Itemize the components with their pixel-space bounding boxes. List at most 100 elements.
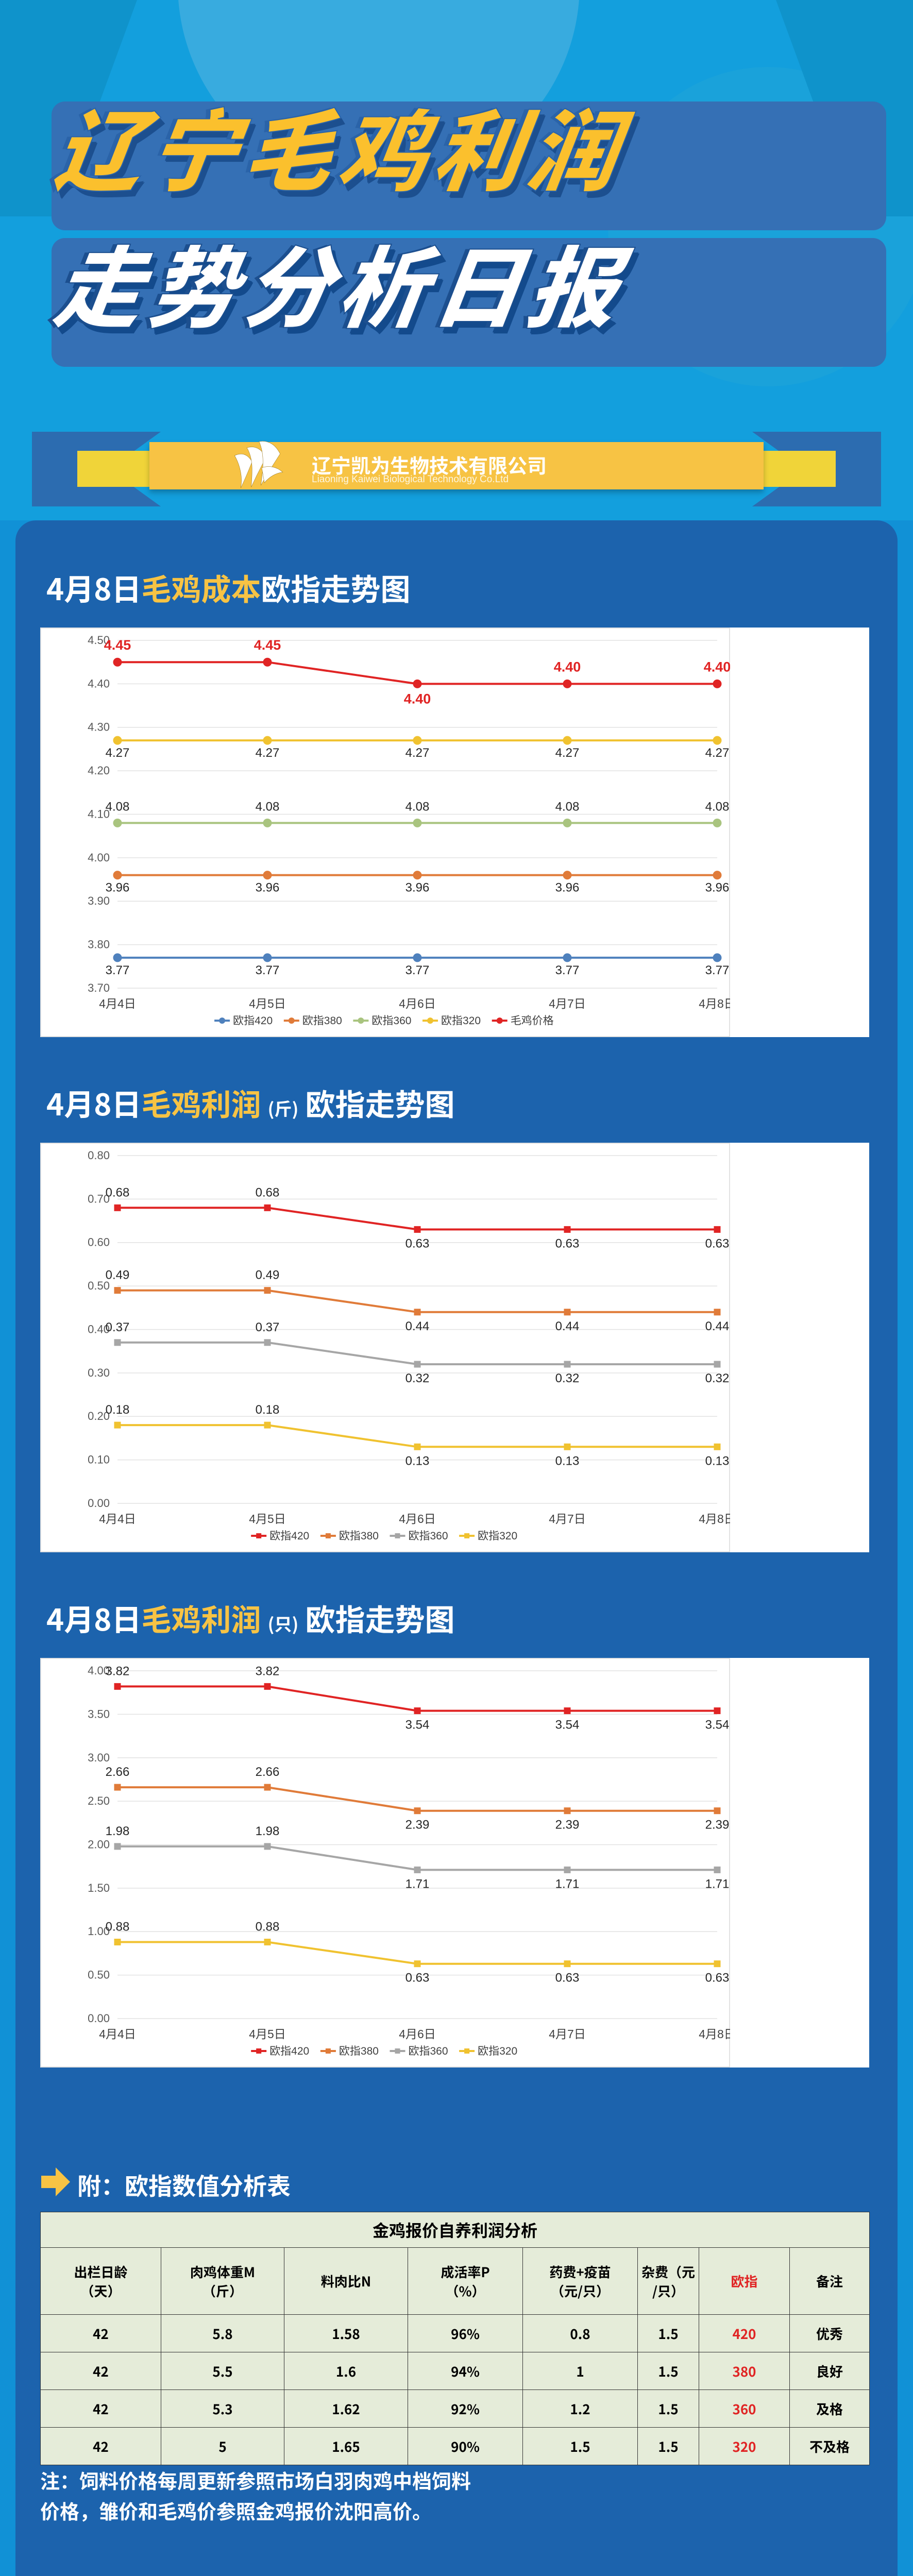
svg-text:欧指360: 欧指360 bbox=[371, 1015, 411, 1027]
svg-text:4.27: 4.27 bbox=[106, 746, 130, 760]
svg-text:0.68: 0.68 bbox=[106, 1185, 130, 1199]
svg-text:2.00: 2.00 bbox=[88, 1838, 110, 1851]
svg-text:0.63: 0.63 bbox=[555, 1971, 580, 1985]
svg-text:0.63: 0.63 bbox=[555, 1236, 580, 1250]
svg-text:2.39: 2.39 bbox=[555, 1818, 580, 1832]
svg-text:4月4日: 4月4日 bbox=[99, 1512, 136, 1526]
svg-text:欧指380: 欧指380 bbox=[339, 1530, 379, 1542]
svg-text:1.98: 1.98 bbox=[106, 1824, 130, 1838]
svg-text:3.96: 3.96 bbox=[555, 881, 580, 895]
svg-text:4.45: 4.45 bbox=[104, 637, 131, 653]
svg-text:3.77: 3.77 bbox=[555, 963, 580, 977]
svg-text:3.77: 3.77 bbox=[256, 963, 280, 977]
svg-text:0.18: 0.18 bbox=[256, 1403, 280, 1417]
svg-text:0.30: 0.30 bbox=[88, 1366, 110, 1379]
svg-text:3.70: 3.70 bbox=[88, 981, 110, 994]
svg-text:0.13: 0.13 bbox=[705, 1454, 730, 1468]
svg-text:3.82: 3.82 bbox=[256, 1664, 280, 1678]
svg-text:0.32: 0.32 bbox=[555, 1371, 580, 1385]
svg-text:0.44: 0.44 bbox=[705, 1319, 730, 1333]
svg-text:欧指320: 欧指320 bbox=[478, 2045, 517, 2057]
svg-text:4月7日: 4月7日 bbox=[549, 1512, 586, 1526]
svg-text:0.44: 0.44 bbox=[555, 1319, 580, 1333]
svg-text:4月5日: 4月5日 bbox=[249, 997, 286, 1010]
svg-text:欧指320: 欧指320 bbox=[441, 1015, 481, 1027]
svg-text:4月8日: 4月8日 bbox=[699, 1512, 730, 1526]
svg-text:欧指380: 欧指380 bbox=[339, 2045, 379, 2057]
svg-text:4月7日: 4月7日 bbox=[549, 997, 586, 1010]
svg-text:0.63: 0.63 bbox=[705, 1236, 730, 1250]
svg-text:3.77: 3.77 bbox=[705, 963, 730, 977]
svg-text:4月4日: 4月4日 bbox=[99, 2027, 136, 2041]
svg-text:0.18: 0.18 bbox=[106, 1403, 130, 1417]
svg-text:4.30: 4.30 bbox=[88, 721, 110, 734]
svg-text:欧指320: 欧指320 bbox=[478, 1530, 517, 1542]
svg-text:毛鸡价格: 毛鸡价格 bbox=[511, 1015, 554, 1027]
svg-text:4.08: 4.08 bbox=[555, 800, 580, 814]
svg-text:4月5日: 4月5日 bbox=[249, 2027, 286, 2041]
svg-text:3.50: 3.50 bbox=[88, 1707, 110, 1720]
svg-text:欧指420: 欧指420 bbox=[269, 2045, 309, 2057]
svg-text:3.54: 3.54 bbox=[705, 1718, 730, 1732]
svg-text:0.63: 0.63 bbox=[405, 1971, 430, 1985]
svg-text:4.27: 4.27 bbox=[405, 746, 430, 760]
svg-text:欧指360: 欧指360 bbox=[409, 1530, 448, 1542]
svg-text:1.71: 1.71 bbox=[555, 1877, 580, 1891]
svg-text:4.27: 4.27 bbox=[555, 746, 580, 760]
svg-text:4月8日: 4月8日 bbox=[699, 2027, 730, 2041]
svg-text:3.77: 3.77 bbox=[106, 963, 130, 977]
svg-text:4.08: 4.08 bbox=[106, 800, 130, 814]
svg-text:2.66: 2.66 bbox=[106, 1765, 130, 1779]
svg-text:3.82: 3.82 bbox=[106, 1664, 130, 1678]
svg-text:0.49: 0.49 bbox=[106, 1268, 130, 1282]
svg-text:0.63: 0.63 bbox=[405, 1236, 430, 1250]
svg-text:3.96: 3.96 bbox=[256, 881, 280, 895]
svg-text:0.88: 0.88 bbox=[256, 1920, 280, 1934]
svg-text:2.50: 2.50 bbox=[88, 1794, 110, 1807]
svg-text:欧指420: 欧指420 bbox=[269, 1530, 309, 1542]
svg-text:2.39: 2.39 bbox=[405, 1818, 430, 1832]
svg-text:4.40: 4.40 bbox=[704, 659, 730, 674]
svg-text:0.32: 0.32 bbox=[705, 1371, 730, 1385]
svg-text:4.27: 4.27 bbox=[256, 746, 280, 760]
svg-text:3.77: 3.77 bbox=[405, 963, 430, 977]
svg-text:2.66: 2.66 bbox=[256, 1765, 280, 1779]
svg-text:3.96: 3.96 bbox=[705, 881, 730, 895]
svg-text:3.80: 3.80 bbox=[88, 938, 110, 951]
svg-text:3.96: 3.96 bbox=[405, 881, 430, 895]
svg-text:3.54: 3.54 bbox=[555, 1718, 580, 1732]
svg-text:0.49: 0.49 bbox=[256, 1268, 280, 1282]
svg-text:4月8日: 4月8日 bbox=[699, 997, 730, 1010]
svg-text:4.40: 4.40 bbox=[404, 691, 431, 706]
svg-text:3.00: 3.00 bbox=[88, 1751, 110, 1764]
svg-text:3.54: 3.54 bbox=[405, 1718, 430, 1732]
svg-text:0.10: 0.10 bbox=[88, 1453, 110, 1466]
svg-text:0.37: 0.37 bbox=[106, 1320, 130, 1334]
svg-text:0.50: 0.50 bbox=[88, 1969, 110, 1981]
svg-text:2.39: 2.39 bbox=[705, 1818, 730, 1832]
svg-text:4月4日: 4月4日 bbox=[99, 997, 136, 1010]
svg-text:1.71: 1.71 bbox=[705, 1877, 730, 1891]
svg-text:4.08: 4.08 bbox=[405, 800, 430, 814]
svg-text:0.88: 0.88 bbox=[106, 1920, 130, 1934]
svg-text:欧指380: 欧指380 bbox=[302, 1015, 342, 1027]
svg-text:4月6日: 4月6日 bbox=[399, 997, 436, 1010]
svg-text:3.96: 3.96 bbox=[106, 881, 130, 895]
svg-text:0.32: 0.32 bbox=[405, 1371, 430, 1385]
svg-text:0.68: 0.68 bbox=[256, 1185, 280, 1199]
svg-text:0.63: 0.63 bbox=[705, 1971, 730, 1985]
svg-text:4.08: 4.08 bbox=[256, 800, 280, 814]
svg-text:1.98: 1.98 bbox=[256, 1824, 280, 1838]
svg-text:4.40: 4.40 bbox=[88, 677, 110, 690]
svg-text:4月7日: 4月7日 bbox=[549, 2027, 586, 2041]
svg-text:3.90: 3.90 bbox=[88, 894, 110, 907]
svg-text:0.00: 0.00 bbox=[88, 2012, 110, 2025]
svg-text:4.27: 4.27 bbox=[705, 746, 730, 760]
svg-text:0.80: 0.80 bbox=[88, 1149, 110, 1162]
svg-text:0.60: 0.60 bbox=[88, 1236, 110, 1249]
svg-text:4.00: 4.00 bbox=[88, 851, 110, 864]
svg-text:1.71: 1.71 bbox=[405, 1877, 430, 1891]
svg-text:4.08: 4.08 bbox=[705, 800, 730, 814]
svg-text:4月5日: 4月5日 bbox=[249, 1512, 286, 1526]
svg-text:0.44: 0.44 bbox=[405, 1319, 430, 1333]
